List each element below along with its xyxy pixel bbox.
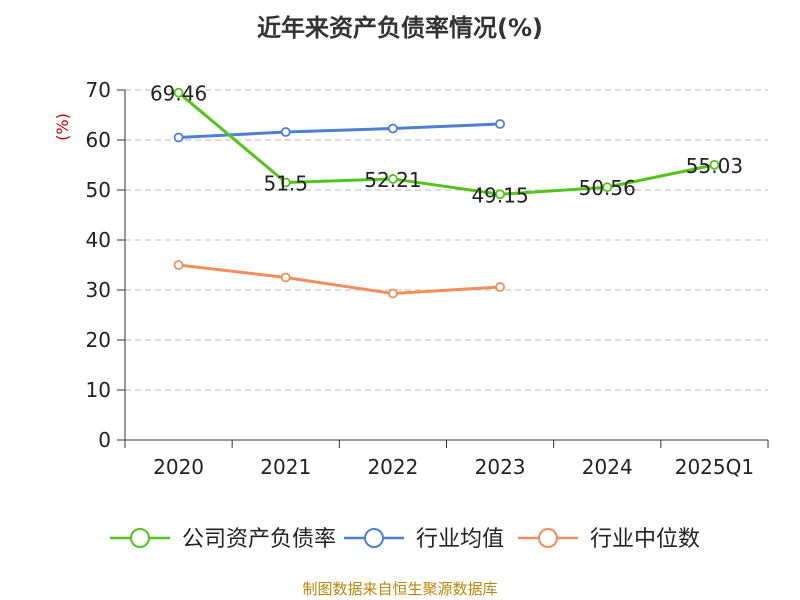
y-tick-label: 10	[86, 378, 111, 402]
data-point	[602, 182, 613, 193]
data-point	[280, 127, 291, 137]
data-point	[173, 132, 184, 143]
data-point	[495, 189, 505, 200]
legend-label: 公司资产负债率	[182, 527, 336, 552]
legend-swatch-marker	[538, 528, 558, 548]
data-label: 69.46	[150, 82, 207, 106]
legend-swatch-marker	[364, 528, 384, 548]
y-tick-label: 70	[86, 78, 111, 102]
data-point	[495, 282, 505, 292]
y-tick-label: 30	[86, 278, 111, 302]
data-label: 52.21	[364, 168, 421, 192]
y-tick-label: 60	[86, 128, 111, 152]
series-line	[178, 263, 501, 295]
legend-item: 行业中位数	[518, 527, 700, 552]
legend-item: 行业均值	[344, 527, 504, 552]
legend-item: 公司资产负债率	[110, 527, 336, 552]
chart-title: 近年来资产负债率情况(%)	[257, 14, 543, 42]
legend-label: 行业中位数	[590, 527, 700, 552]
x-tick-label: 2023	[475, 455, 526, 479]
x-tick-label: 2021	[260, 455, 311, 479]
data-point	[173, 260, 184, 270]
data-point	[388, 288, 398, 299]
x-tick-label: 2025Q1	[675, 455, 754, 479]
y-tick-label: 50	[86, 178, 111, 202]
x-tick-label: 2022	[367, 455, 418, 479]
series-line	[177, 91, 715, 196]
y-axis-label: (%)	[53, 113, 72, 141]
x-tick-label: 2024	[582, 455, 633, 479]
y-tick-label: 20	[86, 328, 111, 352]
data-point	[173, 87, 184, 98]
x-tick-label: 2020	[153, 455, 204, 479]
data-label: 49.15	[471, 183, 528, 207]
data-point	[388, 174, 398, 184]
source-note: 制图数据来自恒生聚源数据库	[302, 580, 498, 598]
data-point	[709, 159, 720, 170]
data-point	[280, 177, 291, 188]
data-point	[495, 119, 505, 129]
legend-swatch-marker	[130, 528, 150, 548]
legend-label: 行业均值	[416, 527, 504, 552]
data-label: 51.5	[263, 172, 308, 196]
y-tick-label: 40	[86, 228, 111, 252]
y-tick-label: 0	[98, 428, 111, 452]
data-label: 55.03	[686, 154, 743, 178]
series-line	[178, 122, 501, 139]
data-point	[280, 272, 291, 283]
data-point	[388, 123, 398, 134]
data-label: 50.56	[579, 176, 636, 200]
